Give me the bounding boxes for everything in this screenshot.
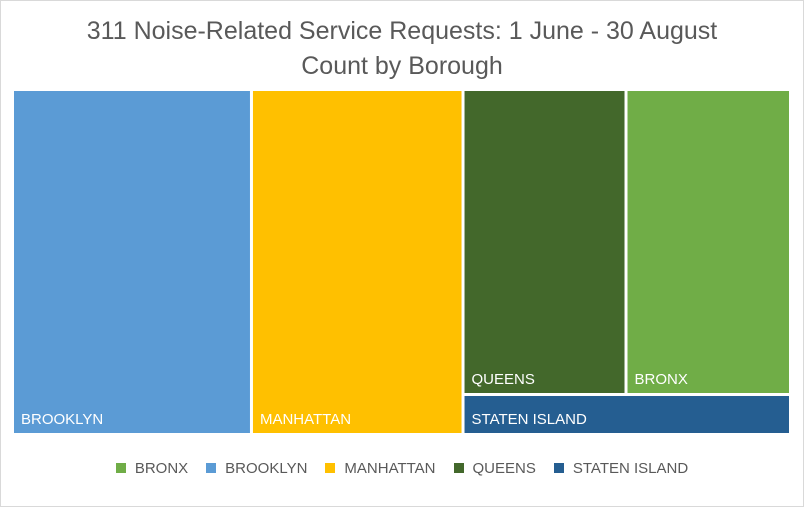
- legend-swatch-staten-island: [553, 463, 564, 473]
- treemap-label-staten-island: STATEN ISLAND: [472, 411, 587, 428]
- legend-swatch-brooklyn: [206, 463, 217, 473]
- chart-title: 311 Noise-Related Service Requests: 1 Ju…: [86, 17, 718, 45]
- treemap-tile-bronx: [627, 91, 789, 393]
- chart-subtitle: Count by Borough: [301, 52, 503, 80]
- treemap-label-bronx: BRONX: [635, 371, 688, 388]
- legend-swatch-queens: [453, 463, 464, 473]
- treemap-label-manhattan: MANHATTAN: [260, 411, 351, 428]
- treemap-tile-manhattan: [252, 91, 462, 433]
- legend-swatch-bronx: [115, 463, 126, 473]
- legend-label-brooklyn: BROOKLYN: [225, 459, 308, 477]
- legend-item-staten-island: STATEN ISLAND: [553, 459, 689, 477]
- legend-label-bronx: BRONX: [134, 459, 189, 477]
- legend-item-bronx: BRONX: [115, 459, 189, 477]
- treemap-tile-queens: [464, 91, 625, 393]
- treemap-label-queens: QUEENS: [472, 371, 535, 388]
- legend-label-queens: QUEENS: [472, 459, 536, 477]
- legend-label-staten-island: STATEN ISLAND: [572, 459, 689, 477]
- treemap-tile-staten-island: [464, 395, 789, 433]
- legend-item-manhattan: MANHATTAN: [325, 459, 436, 477]
- legend-item-brooklyn: BROOKLYN: [206, 460, 307, 477]
- treemap-label-brooklyn: BROOKLYN: [21, 411, 103, 428]
- chart-legend: BRONX BROOKLYN MANHATTAN QUEENS STATEN ISLAN…: [0, 457, 804, 479]
- legend-swatch-manhattan: [325, 463, 336, 473]
- legend-label-manhattan: MANHATTAN: [344, 459, 436, 477]
- legend-item-queens: QUEENS: [453, 459, 536, 477]
- treemap-tile-brooklyn: [14, 91, 250, 433]
